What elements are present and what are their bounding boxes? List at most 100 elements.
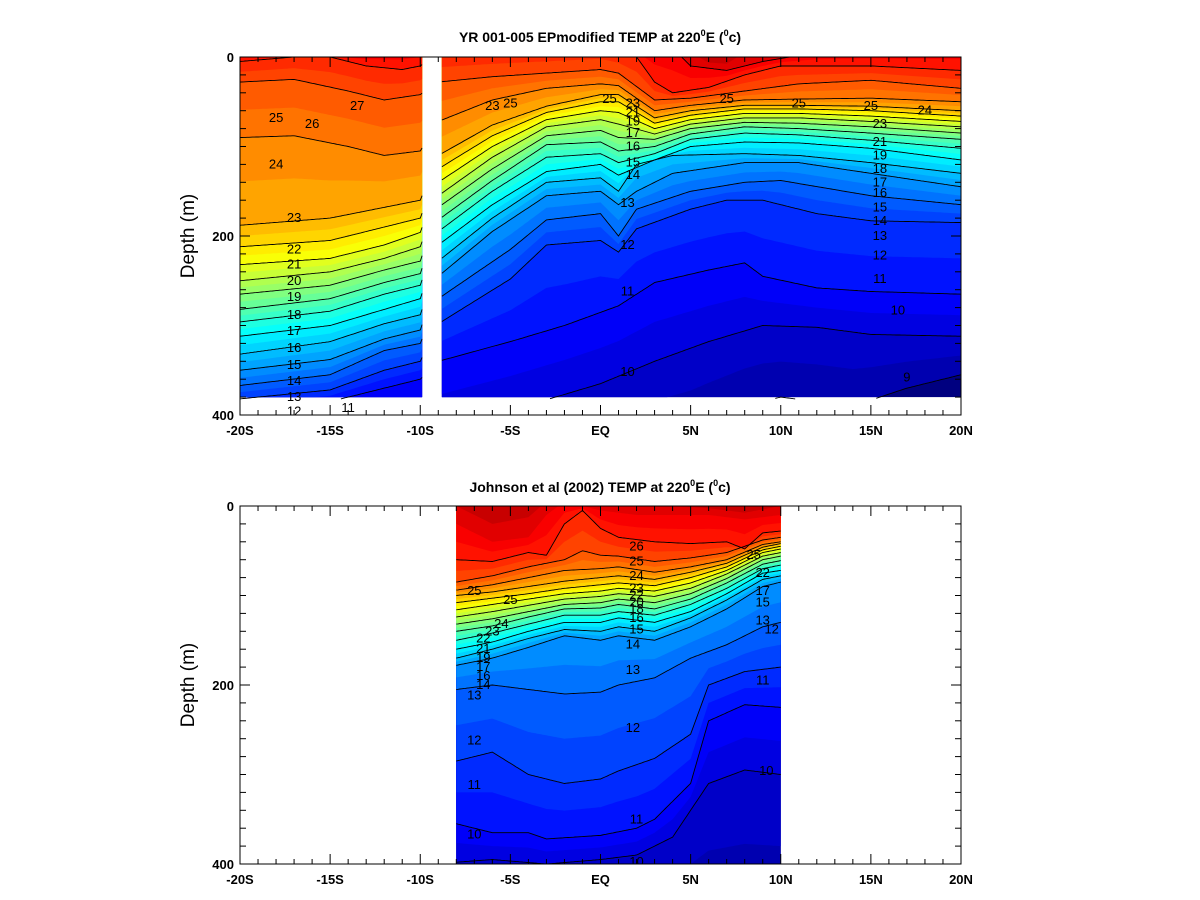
x-tick-label: 15N [859, 872, 883, 887]
isotherm-11 [456, 704, 781, 840]
isotherm-21 [240, 227, 423, 266]
contour-label: 23 [287, 210, 301, 225]
x-tick-label: 15N [859, 423, 883, 438]
isotherm-12 [441, 199, 961, 322]
contour-label: 20 [629, 595, 643, 610]
contour-label: 23 [485, 623, 499, 638]
contour-label: 16 [476, 668, 490, 683]
isotherm-13 [240, 338, 423, 386]
contour-label: 13 [755, 613, 769, 628]
contour-label: 22 [755, 565, 769, 580]
contour-label: 14 [626, 167, 640, 182]
isotherm-16 [456, 569, 781, 650]
contour-label: 22 [476, 631, 490, 646]
isotherm-11 [340, 377, 423, 400]
temperature-band [456, 506, 781, 524]
x-tick-label: 10N [769, 423, 793, 438]
contour-label: 10 [467, 827, 481, 842]
contour-label: 16 [629, 610, 643, 625]
isotherm-18 [441, 126, 961, 218]
contour-label: 15 [629, 622, 643, 637]
y-tick-label: 0 [227, 499, 234, 514]
contour-label: 15 [287, 357, 301, 372]
contour-label: 24 [918, 103, 932, 118]
isotherm-19 [456, 555, 781, 625]
y-tick-label: 400 [212, 408, 234, 423]
contour-label: 13 [626, 662, 640, 677]
isotherm-12 [240, 357, 423, 400]
contour-label: 13 [620, 195, 634, 210]
temperature-field [240, 57, 961, 398]
isotherm-18 [240, 268, 423, 310]
contour-label: 11 [341, 400, 355, 415]
isotherm-11 [441, 262, 961, 361]
contour-label: 19 [287, 289, 301, 304]
temperature-band [441, 57, 961, 71]
axis-ticks: -20S -15S -10S -5S EQ 5N 10N 15N 20N 0 200 400 [212, 499, 973, 887]
contour-label: 25 [864, 98, 878, 113]
chart-title: YR 001-005 EPmodified TEMP at 2200E (0c) [459, 28, 741, 45]
y-tick-label: 200 [212, 229, 234, 244]
x-tick-label: -10S [407, 872, 435, 887]
contour-label: 25 [629, 554, 643, 569]
contour-label: 25 [503, 96, 517, 111]
x-tick-label: 10N [769, 872, 793, 887]
contour-label: 15 [755, 595, 769, 610]
contour-label: 10 [759, 763, 773, 778]
contour-label: 17 [873, 174, 887, 189]
contour-label: 14 [287, 373, 301, 388]
contour-label: 16 [873, 185, 887, 200]
isotherm-21 [441, 110, 961, 181]
y-tick-label: 200 [212, 678, 234, 693]
isotherm-15 [441, 153, 961, 259]
contour-label: 17 [755, 583, 769, 598]
contour-label: 18 [873, 161, 887, 176]
contour-lines: 2525242322211917161413121110262524232220… [456, 509, 781, 864]
isotherm-23 [240, 195, 423, 226]
panel-bottom: Johnson et al (2002) TEMP at 2200E (0c) … [178, 478, 973, 887]
isotherm-17 [441, 132, 961, 230]
isotherm-26 [634, 57, 961, 94]
contour-label: 10 [891, 302, 905, 317]
contour-label: 23 [629, 580, 643, 595]
contour-label: 16 [626, 139, 640, 154]
contour-label: 12 [287, 403, 301, 418]
temperature-band [240, 57, 423, 60]
contour-label: 25 [746, 547, 760, 562]
isotherm-14 [456, 581, 781, 666]
contour-label: 26 [305, 116, 319, 131]
isotherm-14 [441, 162, 961, 274]
isotherm-17 [240, 279, 423, 323]
contour-label: 10 [620, 364, 634, 379]
isotherm-13 [441, 180, 961, 297]
isotherm-25 [441, 69, 961, 101]
contour-label: 26 [629, 538, 643, 553]
isotherm-10 [549, 325, 961, 400]
contour-label: 17 [287, 323, 301, 338]
x-tick-label: -15S [316, 423, 344, 438]
contour-label: 27 [350, 98, 364, 113]
contour-label: 23 [873, 116, 887, 131]
contour-label: 19 [476, 650, 490, 665]
contour-label: 21 [287, 257, 301, 272]
isotherm-15 [456, 575, 781, 659]
isotherm-20 [240, 241, 423, 282]
y-tick-label: 400 [212, 857, 234, 872]
x-tick-label: EQ [591, 423, 610, 438]
contour-label: 23 [485, 98, 499, 113]
x-tick-label: -5S [500, 872, 521, 887]
x-tick-label: -5S [500, 423, 521, 438]
contour-label: 25 [602, 91, 616, 106]
contour-label: 25 [792, 96, 806, 111]
x-tick-label: 5N [682, 423, 699, 438]
contour-label: 17 [626, 125, 640, 140]
x-tick-label: -20S [226, 872, 254, 887]
isotherm-15 [240, 309, 423, 355]
isotherm-26 [456, 509, 781, 562]
temperature-band [456, 506, 781, 542]
contour-label: 18 [287, 307, 301, 322]
contour-label: 20 [287, 273, 301, 288]
isotherm-19 [240, 255, 423, 295]
